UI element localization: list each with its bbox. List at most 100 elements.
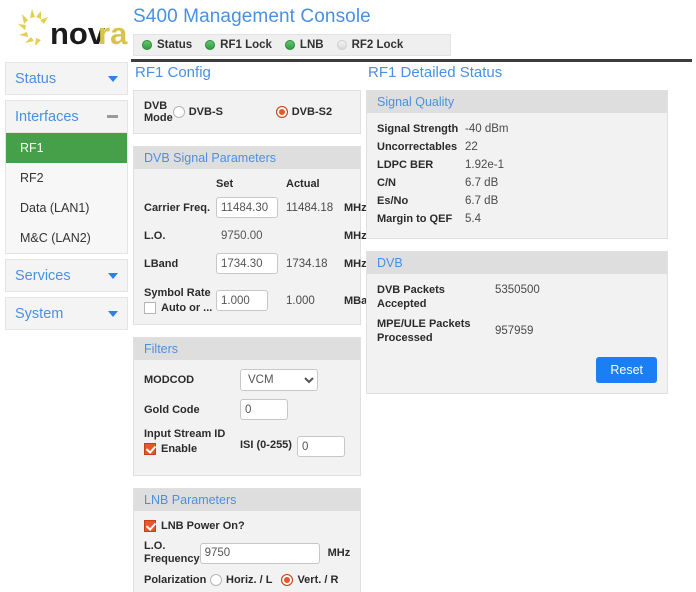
- status-indicator-rf2-lock[interactable]: RF2 Lock: [336, 39, 404, 51]
- carrier-freq-actual: 11484.18: [286, 201, 334, 214]
- signal-quality-row: LDPC BER 1.92e-1: [377, 158, 657, 172]
- row-value: 6.7 dB: [465, 177, 499, 189]
- column-header-set: Set: [216, 178, 234, 190]
- lnb-power-label: LNB Power On?: [161, 520, 245, 532]
- symbol-rate-auto-toggle[interactable]: Auto or ...: [144, 302, 216, 314]
- carrier-freq-unit: MHz: [344, 201, 367, 214]
- isi-input[interactable]: [296, 436, 345, 457]
- lo-label: L.O.: [144, 229, 166, 242]
- sidebar-item-label: RF1: [20, 141, 44, 155]
- lnb-lo-frequency-label: L.O. Frequency: [144, 540, 200, 565]
- sidebar-item-rf2[interactable]: RF2: [6, 163, 127, 193]
- checkbox-icon[interactable]: [144, 302, 156, 314]
- signal-quality-row: Es/No 6.7 dB: [377, 194, 657, 208]
- dvb-mode-label: DVB Mode: [144, 100, 173, 124]
- chevron-down-icon[interactable]: [108, 272, 118, 279]
- radio-label: Vert. / R: [297, 574, 339, 586]
- modcod-select[interactable]: VCM: [240, 369, 318, 391]
- signal-quality-panel: Signal Quality Signal Strength -40 dBm U…: [366, 90, 668, 239]
- radio-label: DVB-S2: [291, 106, 333, 118]
- radio-label: Horiz. / L: [226, 574, 273, 586]
- column-header-actual: Actual: [286, 178, 320, 190]
- status-indicator-rf1-lock[interactable]: RF1 Lock: [205, 39, 272, 51]
- radio-selected-icon[interactable]: [281, 574, 294, 586]
- status-led-icon: [205, 40, 216, 50]
- row-key: Signal Strength: [377, 123, 459, 135]
- row-value: 1.92e-1: [465, 159, 505, 171]
- lo-input: [216, 225, 278, 246]
- input-stream-enable-toggle[interactable]: Enable: [144, 443, 240, 455]
- sidebar-group-services-header[interactable]: Services: [5, 259, 128, 292]
- input-stream-id-label: Input Stream ID: [144, 428, 226, 440]
- sidebar-group-interfaces-header[interactable]: Interfaces: [5, 100, 128, 133]
- sidebar-item-data-lan1[interactable]: Data (LAN1): [6, 193, 127, 223]
- checkbox-checked-icon[interactable]: [144, 520, 156, 532]
- lband-input[interactable]: [216, 253, 278, 274]
- sidebar-group-label: Status: [15, 70, 57, 87]
- lo-unit: MHz: [344, 229, 367, 242]
- radio-label: DVB-S: [188, 106, 223, 118]
- row-key: Uncorrectables: [377, 141, 458, 153]
- status-indicator-bar: Status RF1 Lock LNB RF2 Lock: [133, 34, 451, 56]
- status-indicator-status[interactable]: Status: [142, 39, 192, 51]
- status-led-icon: [284, 40, 295, 50]
- row-key: Es/No: [377, 195, 409, 207]
- sidebar-group-label: Interfaces: [15, 108, 79, 125]
- sidebar-item-rf1[interactable]: RF1: [6, 133, 127, 163]
- radio-icon[interactable]: [210, 574, 222, 586]
- signal-quality-title: Signal Quality: [367, 91, 667, 113]
- checkbox-checked-icon[interactable]: [144, 443, 156, 455]
- carrier-freq-input[interactable]: [216, 197, 278, 218]
- dvb-mode-option-dvb-s[interactable]: DVB-S: [172, 106, 267, 118]
- dvb-actions: Reset: [377, 357, 657, 383]
- lband-label: LBand: [144, 257, 179, 270]
- lband-unit: MHz: [344, 257, 367, 270]
- radio-icon[interactable]: [172, 106, 185, 118]
- chevron-down-icon[interactable]: [108, 310, 118, 317]
- symbol-rate-auto-label: Auto or ...: [161, 302, 213, 314]
- chevron-down-icon[interactable]: [108, 75, 118, 82]
- signal-quality-row: Uncorrectables 22: [377, 140, 657, 154]
- signal-quality-row: Margin to QEF 5.4: [377, 212, 657, 226]
- filters-title: Filters: [134, 338, 360, 360]
- lnb-parameters-panel: LNB Parameters LNB Power On? L.O. Freque…: [133, 488, 361, 592]
- rf1-config-column: RF1 Config DVB Mode DVB-S DVB-S2 Both DV…: [133, 64, 420, 592]
- sidebar-item-label: RF2: [20, 171, 44, 185]
- dvb-mode-panel: DVB Mode DVB-S DVB-S2 Both: [133, 90, 420, 134]
- sidebar-group-label: Services: [15, 267, 71, 284]
- radio-selected-icon[interactable]: [275, 106, 288, 118]
- lnb-lo-frequency-row: L.O. Frequency MHz: [144, 540, 350, 566]
- sidebar-item-mc-lan2[interactable]: M&C (LAN2): [6, 223, 127, 253]
- polarization-option-vertical[interactable]: Vert. / R: [281, 574, 338, 586]
- minus-icon[interactable]: [107, 115, 118, 118]
- row-key: Margin to QEF: [377, 213, 453, 225]
- row-key: LDPC BER: [377, 159, 434, 171]
- status-led-icon: [142, 40, 152, 50]
- sidebar-group-status-header[interactable]: Status: [5, 62, 128, 95]
- lnb-lo-frequency-unit: MHz: [327, 547, 351, 559]
- symbol-rate-input[interactable]: [216, 290, 268, 311]
- gold-code-input[interactable]: [240, 399, 288, 420]
- header-divider: [131, 59, 692, 62]
- dvb-stats-row: MPE/ULE Packets Processed 957959: [377, 317, 657, 345]
- signal-parameters-grid: Set Actual Carrier Freq. 11484.18 MHz L.…: [144, 178, 367, 274]
- lband-actual: 1734.18: [286, 257, 328, 270]
- sidebar-group-services: Services: [5, 259, 128, 292]
- status-indicator-label: RF2 Lock: [351, 39, 404, 51]
- reset-button[interactable]: Reset: [596, 357, 657, 383]
- status-led-off-icon: [336, 40, 347, 50]
- status-indicator-lnb[interactable]: LNB: [284, 39, 324, 51]
- polarization-option-horizontal[interactable]: Horiz. / L: [210, 574, 272, 586]
- sidebar-item-label: M&C (LAN2): [20, 231, 91, 245]
- lnb-power-toggle[interactable]: LNB Power On?: [144, 520, 350, 532]
- filters-panel: Filters MODCOD VCM Gold Code Input Strea…: [133, 337, 361, 476]
- sidebar-item-label: Data (LAN1): [20, 201, 90, 215]
- lnb-polarization-row: Polarization Horiz. / L Vert. / R: [144, 574, 350, 586]
- dvb-mode-option-dvb-s2[interactable]: DVB-S2: [275, 106, 370, 118]
- sidebar-group-system-header[interactable]: System: [5, 297, 128, 330]
- carrier-freq-label: Carrier Freq.: [144, 201, 211, 214]
- symbol-rate-grid: Symbol Rate Auto or ... 1.000 MBaud: [144, 287, 381, 314]
- row-key: MPE/ULE Packets Processed: [377, 318, 471, 344]
- lnb-lo-frequency-input[interactable]: [199, 542, 320, 564]
